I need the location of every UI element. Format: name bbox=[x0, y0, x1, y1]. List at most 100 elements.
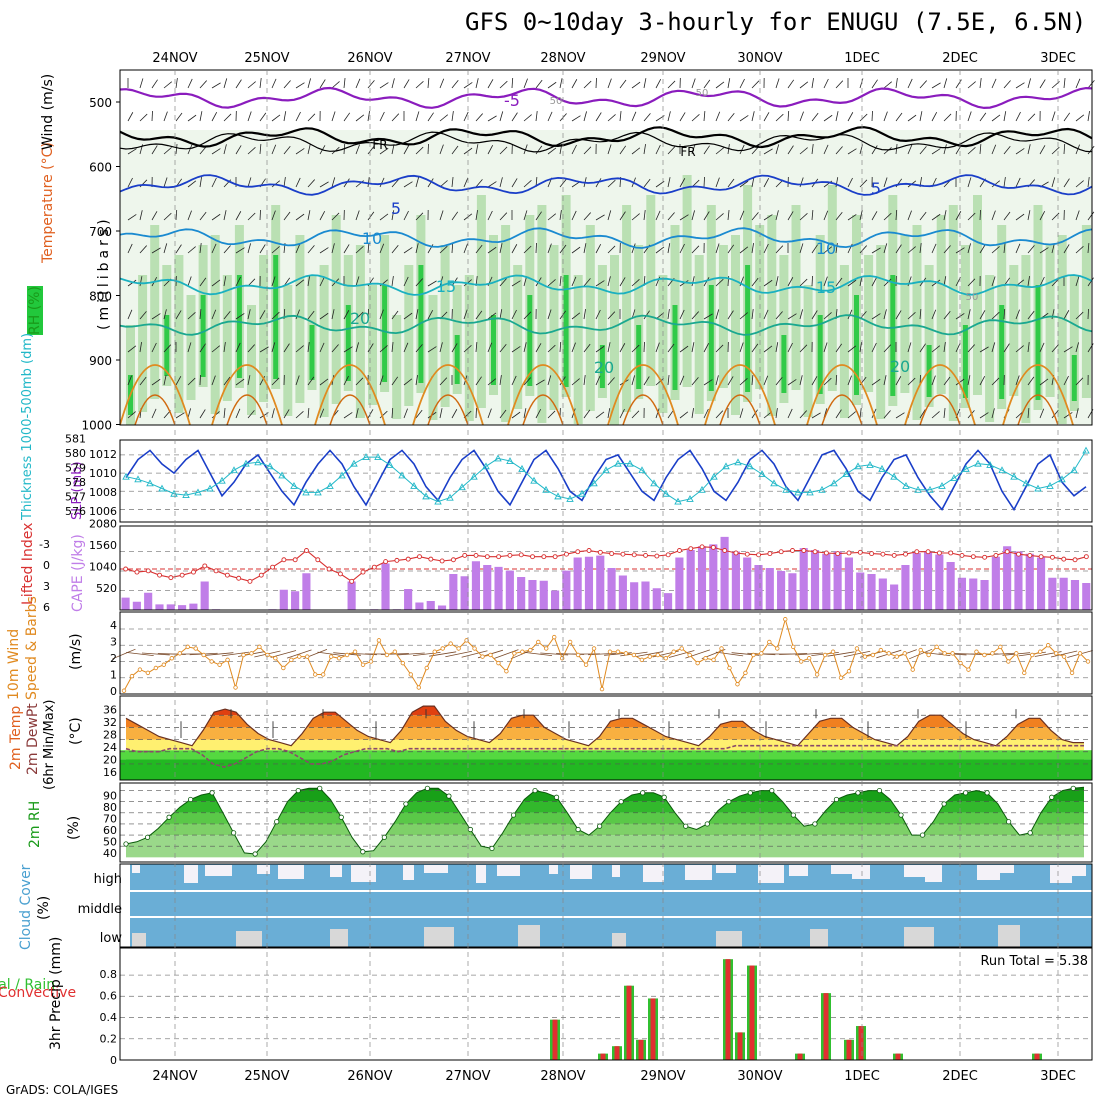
wind-barb-10m bbox=[221, 651, 250, 657]
cape-bar bbox=[528, 580, 537, 610]
precip-convective-bar bbox=[600, 1053, 606, 1060]
thickness-point bbox=[338, 471, 346, 479]
cloud-high-gap bbox=[998, 865, 1014, 873]
thickness-point bbox=[794, 488, 802, 496]
lifted-index-point bbox=[145, 568, 151, 574]
wind-barb bbox=[679, 214, 689, 221]
thickness-point bbox=[506, 457, 514, 464]
wind-barb bbox=[667, 177, 671, 188]
wind-barb bbox=[691, 377, 699, 386]
wind-barb bbox=[271, 342, 276, 353]
wind-barb bbox=[319, 247, 329, 254]
rh-contour-fill bbox=[283, 285, 293, 416]
wind-barb bbox=[1063, 112, 1071, 122]
wind-barb bbox=[523, 276, 527, 287]
wind-barb bbox=[355, 114, 365, 122]
cape-tick-label: 520 bbox=[96, 582, 117, 595]
wind-barb bbox=[619, 111, 622, 122]
wind-barb-10m bbox=[588, 652, 616, 656]
wind-barb bbox=[727, 310, 734, 320]
wind-barb bbox=[379, 243, 385, 254]
wind-barb bbox=[883, 147, 892, 155]
lifted-index-point bbox=[168, 575, 174, 581]
wind-barb-10m bbox=[1050, 650, 1078, 658]
contour-label: 10 bbox=[362, 229, 382, 248]
wind-barb bbox=[799, 344, 808, 353]
cape-panel-frame bbox=[119, 525, 1093, 611]
wind-barb bbox=[199, 80, 207, 89]
wind-barb bbox=[523, 408, 527, 419]
contour-label: 20 bbox=[594, 358, 614, 377]
wind-barb bbox=[619, 79, 627, 89]
wind-barb bbox=[571, 246, 581, 254]
wind-barb bbox=[199, 211, 207, 221]
thickness-point bbox=[758, 470, 766, 478]
wind-barb bbox=[739, 115, 749, 122]
thickness-tick-label: 578 bbox=[65, 476, 86, 489]
wind-barb bbox=[1003, 80, 1011, 89]
wind-barb bbox=[1039, 276, 1045, 287]
cloud-divider bbox=[130, 916, 1092, 918]
wind-barb bbox=[475, 113, 483, 122]
wind-barb bbox=[871, 313, 881, 320]
cloud-low-block bbox=[998, 925, 1020, 947]
wind-barb bbox=[559, 210, 562, 221]
wind-barb bbox=[967, 375, 971, 386]
wind-barb bbox=[583, 212, 591, 221]
wind-speed-point bbox=[233, 685, 238, 690]
wind-barb bbox=[1027, 310, 1035, 320]
wind-speed-point bbox=[488, 652, 493, 658]
wind-barb bbox=[451, 343, 458, 353]
wind-barb bbox=[1087, 243, 1090, 254]
rh2m-point bbox=[597, 823, 603, 829]
lifted-index-point bbox=[1004, 549, 1010, 555]
precip-panel-frame bbox=[119, 947, 1093, 1061]
wind-barb bbox=[163, 344, 172, 353]
wind-barb bbox=[943, 408, 946, 419]
wind-barb bbox=[535, 408, 542, 419]
contour-label: 5 bbox=[391, 199, 401, 218]
rh2m-point bbox=[166, 814, 172, 820]
wind-barb bbox=[1087, 80, 1095, 89]
wind-barb bbox=[271, 78, 277, 89]
thickness-point bbox=[218, 476, 226, 484]
wind-barb bbox=[715, 243, 720, 254]
cape-bar bbox=[935, 554, 944, 610]
wind-barb bbox=[751, 243, 754, 254]
wind-barb bbox=[955, 378, 965, 386]
wind-barb bbox=[871, 211, 878, 221]
lifted-index-point bbox=[157, 572, 163, 578]
wind-barb bbox=[511, 411, 521, 419]
wind-barb bbox=[607, 144, 612, 155]
wind-barb bbox=[271, 276, 276, 287]
wind-barb bbox=[547, 375, 552, 386]
wind-barb bbox=[139, 311, 147, 320]
wind-barb bbox=[367, 211, 375, 221]
wind-speed-point bbox=[193, 646, 198, 651]
wind-speed-point bbox=[1053, 651, 1059, 656]
rh-contour-fill bbox=[864, 255, 874, 392]
thickness-point bbox=[650, 479, 658, 487]
wind-speed-point bbox=[655, 652, 660, 658]
rh2m-point bbox=[984, 790, 990, 796]
wind-barb bbox=[679, 178, 686, 188]
wind-barb bbox=[211, 111, 218, 122]
thickness-point bbox=[542, 485, 550, 493]
isotherm-30 bbox=[522, 394, 564, 426]
thickness-tick-label: 581 bbox=[65, 433, 86, 446]
wind-barb bbox=[439, 245, 448, 254]
precip-tick-label: 0.6 bbox=[100, 990, 118, 1003]
lifted-index-point bbox=[767, 551, 773, 557]
wind-barb bbox=[499, 111, 504, 122]
wind-barb bbox=[403, 312, 413, 320]
rh-contour-fill bbox=[1081, 225, 1091, 398]
wind-barb bbox=[439, 144, 444, 155]
lifted-index-point bbox=[530, 554, 535, 560]
thickness-point bbox=[974, 459, 982, 467]
wind-barb bbox=[439, 377, 448, 386]
wind-speed-point bbox=[1061, 654, 1067, 659]
wind-barb bbox=[499, 375, 502, 386]
cape-bar bbox=[822, 553, 831, 610]
rh-contour-fill bbox=[731, 235, 740, 415]
isotherm-30 bbox=[821, 394, 863, 426]
